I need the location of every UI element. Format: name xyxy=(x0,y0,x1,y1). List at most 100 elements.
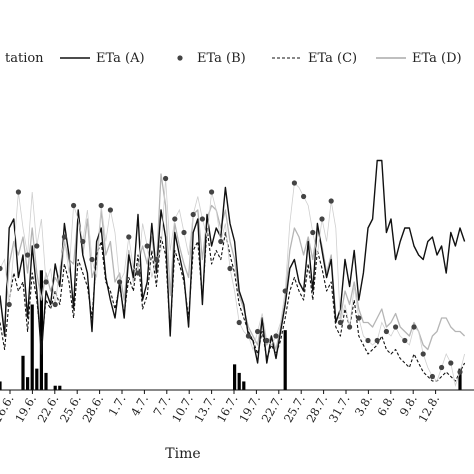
data-point-eta-b xyxy=(439,364,445,371)
x-tick-label: 13.7. xyxy=(191,393,218,425)
data-point-eta-b xyxy=(218,238,224,245)
data-point-eta-b xyxy=(6,301,12,308)
x-tick-label: 28.6. xyxy=(79,393,106,425)
legend-item: ETa (A) xyxy=(60,51,145,66)
data-point-eta-b xyxy=(245,333,251,339)
x-tick-label: 4.7. xyxy=(128,393,151,419)
legend-item: tation xyxy=(5,51,44,66)
x-tick-label: 25.6. xyxy=(57,393,84,425)
series-lines xyxy=(0,159,466,388)
legend-label: tation xyxy=(5,51,44,66)
x-tick-label: 6.8. xyxy=(374,393,397,419)
x-tick-label: 1.7. xyxy=(105,393,128,419)
legend-item: ETa (C) xyxy=(272,51,357,66)
data-point-eta-b xyxy=(301,193,307,200)
legend-item: ETa (B) xyxy=(177,51,246,66)
data-point-eta-b xyxy=(393,324,399,330)
legend-swatch xyxy=(177,55,183,61)
precip-bar xyxy=(283,330,287,390)
data-point-eta-b xyxy=(420,351,426,357)
x-axis-title: Time xyxy=(165,446,200,462)
data-point-eta-b xyxy=(282,288,288,294)
data-point-eta-b xyxy=(190,211,196,218)
data-point-eta-b xyxy=(0,265,3,272)
data-point-eta-b xyxy=(25,252,31,258)
x-axis: 16.6.19.6.22.6.25.6.28.6. 1.7. 4.7. 7.7.10.… xyxy=(0,389,474,425)
precip-bar xyxy=(21,355,25,390)
data-point-eta-b xyxy=(43,279,49,285)
data-point-eta-b xyxy=(135,270,141,276)
data-point-eta-b xyxy=(273,333,279,339)
data-point-eta-b xyxy=(98,202,104,209)
precip-bar xyxy=(242,381,246,390)
data-point-eta-b xyxy=(356,315,362,321)
x-tick-label: 10.7. xyxy=(169,393,196,425)
data-point-eta-b xyxy=(227,265,233,272)
data-point-eta-b xyxy=(328,198,334,204)
precip-bar xyxy=(44,372,48,390)
data-point-eta-b xyxy=(181,229,187,236)
x-tick-label: 31.7. xyxy=(326,393,353,425)
legend-label: ETa (C) xyxy=(308,51,357,66)
precipitation-bars xyxy=(0,270,462,390)
data-point-eta-b xyxy=(365,337,371,344)
series-eta-b xyxy=(0,175,465,388)
data-point-eta-b xyxy=(89,256,95,263)
legend-item: ETa (D) xyxy=(376,51,462,66)
precip-bar xyxy=(233,364,237,390)
data-point-eta-b xyxy=(255,328,261,335)
precip-bar xyxy=(237,372,241,390)
data-point-eta-b xyxy=(199,216,205,222)
data-point-eta-b xyxy=(172,216,178,222)
data-point-eta-b xyxy=(163,175,169,182)
x-tick-label: 22.6. xyxy=(35,393,62,425)
precip-bar xyxy=(35,368,39,390)
precip-bar xyxy=(30,304,34,390)
series-line-eta-b xyxy=(0,178,465,388)
legend-label: ETa (A) xyxy=(96,51,145,66)
x-tick-label: 12.8. xyxy=(415,393,442,425)
x-tick-label: 25.7. xyxy=(281,393,308,425)
data-point-eta-b xyxy=(264,337,270,344)
x-tick-label: 16.7. xyxy=(214,393,241,425)
data-point-eta-b xyxy=(429,373,435,380)
data-point-eta-b xyxy=(383,328,389,335)
x-tick-label: 3.8. xyxy=(352,393,375,419)
data-point-eta-b xyxy=(117,279,123,285)
data-point-eta-b xyxy=(291,180,297,186)
data-point-eta-b xyxy=(61,234,67,240)
data-point-eta-b xyxy=(34,243,40,249)
data-point-eta-b xyxy=(80,238,86,245)
x-tick-label: 19.7. xyxy=(236,393,263,425)
data-point-eta-b xyxy=(457,369,463,375)
data-point-eta-b xyxy=(126,234,132,240)
precip-bar xyxy=(39,270,43,390)
data-point-eta-b xyxy=(15,189,21,195)
legend: tation ETa (A) ETa (B) ETa (C) ETa (D) xyxy=(5,51,462,66)
series-line-eta-a xyxy=(0,159,466,364)
legend-label: ETa (B) xyxy=(197,51,246,66)
data-point-eta-b xyxy=(374,337,380,344)
x-tick-label: 19.6. xyxy=(12,393,39,425)
data-point-eta-b xyxy=(144,243,150,249)
x-tick-label: 28.7. xyxy=(303,393,330,425)
precip-bar xyxy=(458,368,462,390)
data-point-eta-b xyxy=(209,189,215,195)
data-point-eta-b xyxy=(411,324,417,330)
data-point-eta-b xyxy=(236,319,242,326)
data-point-eta-b xyxy=(153,256,159,263)
series-line-eta-c xyxy=(0,227,466,382)
precip-bar xyxy=(0,381,2,390)
data-point-eta-b xyxy=(402,337,408,344)
data-point-eta-b xyxy=(71,202,77,209)
x-tick-label: 22.7. xyxy=(259,393,286,425)
data-point-eta-b xyxy=(347,324,353,330)
precip-bar xyxy=(53,385,57,390)
data-point-eta-b xyxy=(310,229,316,236)
data-point-eta-b xyxy=(337,319,343,326)
precip-bar xyxy=(26,377,30,390)
precip-bar xyxy=(58,385,62,390)
data-point-eta-b xyxy=(448,360,454,366)
legend-label: ETa (D) xyxy=(412,51,462,66)
